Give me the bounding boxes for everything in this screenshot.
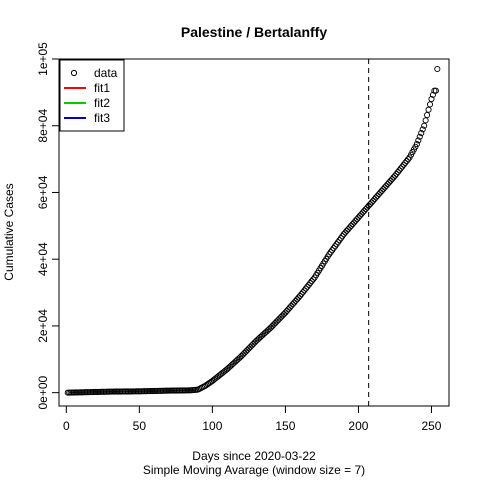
data-point [390, 174, 397, 181]
data-point [305, 281, 312, 288]
x-tick-label: 50 [133, 419, 147, 433]
x-axis: 0 50 100 150 200 250 [63, 406, 442, 433]
data-point [432, 87, 439, 94]
legend: data fit1 fit2 fit3 [59, 59, 125, 132]
data-point [405, 156, 412, 163]
data-point [310, 276, 317, 283]
data-point [422, 117, 429, 124]
plot-frame [58, 58, 450, 407]
data-point [403, 158, 410, 165]
data-point [429, 91, 436, 98]
data-point [399, 163, 406, 170]
data-point [394, 169, 401, 176]
data-point [396, 167, 403, 174]
y-tick-label: 2e+04 [36, 309, 50, 343]
y-tick-label: 6e+04 [36, 175, 50, 209]
data-point [400, 161, 407, 168]
data-point [302, 285, 309, 292]
data-point [421, 122, 428, 129]
data-point [426, 101, 434, 108]
legend-label-data: data [94, 66, 118, 80]
y-axis-label: Cumulative Cases [2, 183, 16, 280]
data-point [397, 165, 404, 172]
data-point [298, 291, 305, 298]
chart-title: Palestine / Bertalanffy [181, 24, 327, 40]
y-tick-label: 1e+05 [36, 42, 50, 76]
y-axis: 0e+00 2e+04 4e+04 6e+04 8e+04 1e+05 [36, 42, 59, 410]
data-point [425, 106, 432, 113]
legend-label-fit1: fit1 [94, 81, 110, 95]
y-tick-label: 8e+04 [36, 109, 50, 143]
x-tick-label: 150 [275, 419, 295, 433]
data-point [434, 65, 441, 73]
data-point [419, 126, 426, 133]
legend-data-marker [70, 69, 78, 77]
x-tick-label: 100 [202, 419, 222, 433]
x-axis-label: Days since 2020-03-22 [192, 449, 316, 463]
y-tick-label: 0e+00 [36, 375, 50, 409]
data-point [304, 283, 311, 290]
data-point [295, 294, 302, 301]
data-point [308, 278, 315, 285]
legend-label-fit3: fit3 [94, 111, 110, 125]
x-tick-label: 250 [421, 419, 441, 433]
legend-label-fit2: fit2 [94, 96, 110, 110]
x-tick-label: 200 [348, 419, 368, 433]
data-point [299, 289, 306, 296]
data-point [428, 95, 435, 103]
data-point [402, 159, 409, 166]
data-point [416, 133, 423, 140]
x-tick-label: 0 [63, 419, 70, 433]
data-point [391, 172, 399, 179]
data-point [307, 279, 314, 287]
data-point [296, 292, 304, 299]
plot-area [64, 59, 441, 406]
data-point [393, 170, 400, 177]
y-tick-label: 4e+04 [36, 242, 50, 276]
data-point [413, 141, 420, 148]
data-point [418, 130, 425, 137]
data-point [415, 137, 422, 144]
data-point [301, 287, 308, 294]
chart-subtitle: Simple Moving Avarage (window size = 7) [143, 463, 365, 477]
legend-box [59, 59, 125, 132]
data-point [424, 112, 431, 119]
